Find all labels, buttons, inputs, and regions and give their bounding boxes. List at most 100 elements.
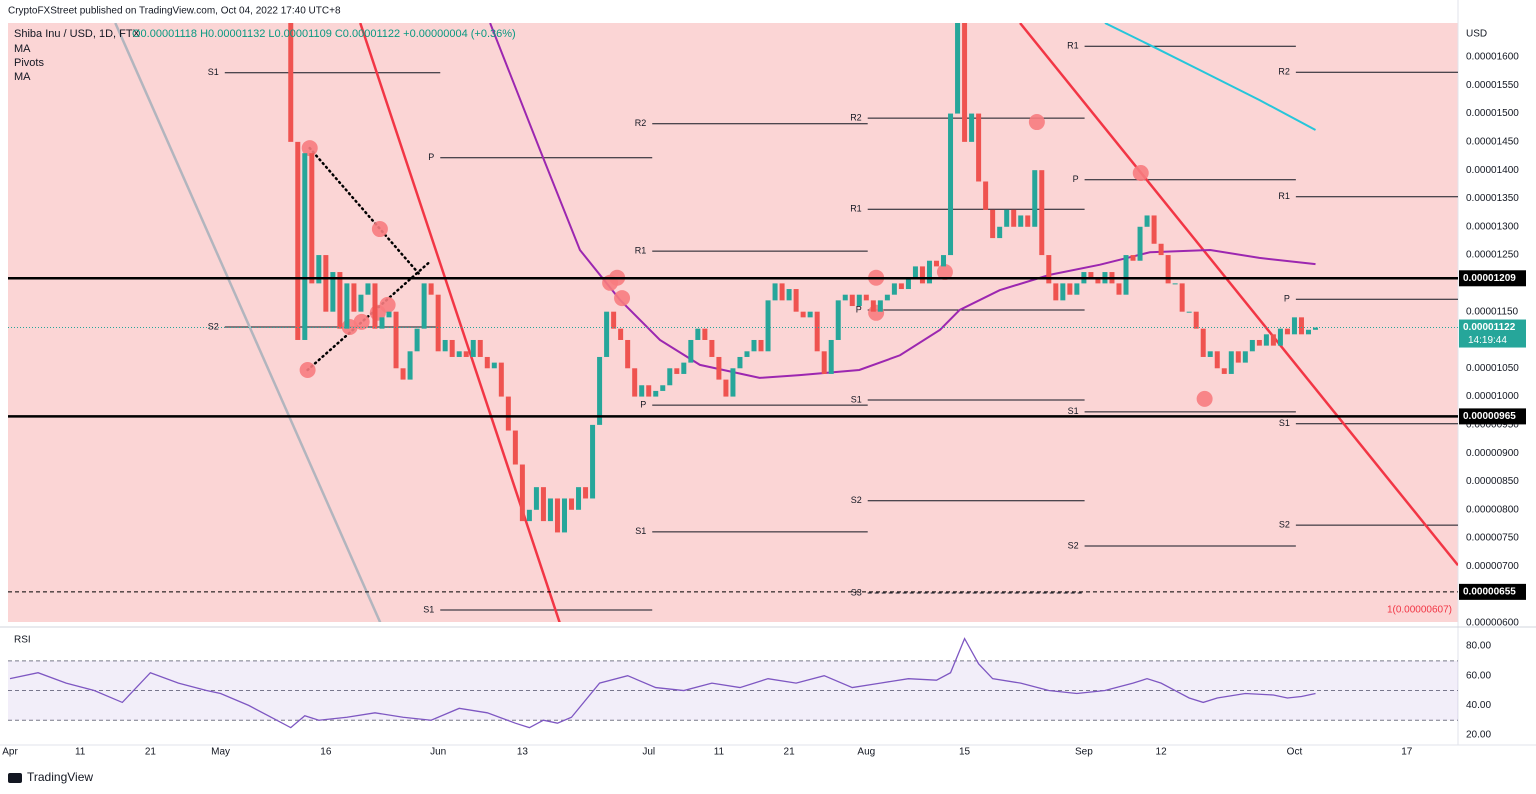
- candle: [1123, 255, 1129, 295]
- pivot-label: P: [1284, 294, 1290, 304]
- marker: [299, 361, 316, 378]
- candle: [519, 464, 525, 522]
- rsi-title: RSI: [14, 635, 31, 646]
- candle: [1046, 255, 1052, 284]
- x-tick-label: 11: [714, 747, 725, 758]
- candle: [723, 379, 729, 397]
- candle: [744, 351, 750, 357]
- dotted-line: [308, 146, 422, 277]
- candle: [393, 311, 399, 369]
- candle: [948, 113, 954, 256]
- y-tick-label: 0.00000750: [1466, 533, 1519, 544]
- y-tick-label: 0.00000900: [1466, 448, 1519, 459]
- candle: [337, 272, 343, 329]
- candle: [288, 23, 294, 142]
- y-tick-label: 0.00001000: [1466, 391, 1519, 402]
- candle: [400, 368, 406, 380]
- candle: [849, 294, 855, 307]
- candle: [660, 385, 666, 391]
- level-tag: [1459, 408, 1526, 425]
- pivot-label: S1: [423, 604, 434, 614]
- candle: [618, 328, 624, 340]
- legend-entry: MA: [14, 71, 31, 83]
- candle: [442, 339, 448, 352]
- candle: [547, 498, 553, 522]
- candle: [765, 300, 771, 352]
- x-tick-label: 12: [1156, 747, 1168, 758]
- candle: [1228, 351, 1234, 374]
- pivot-label: R2: [850, 112, 862, 122]
- logo: [8, 773, 22, 783]
- candle: [1025, 215, 1031, 227]
- y-tick-label: 0.00001250: [1466, 250, 1519, 261]
- candle: [1207, 351, 1213, 357]
- x-tick-label: Jun: [430, 747, 446, 758]
- candle: [835, 300, 841, 340]
- candle: [505, 396, 511, 431]
- candle: [807, 311, 813, 318]
- candle: [302, 153, 308, 340]
- candle: [533, 487, 539, 510]
- y-tick-label: 0.00001500: [1466, 108, 1519, 119]
- candle: [1116, 283, 1122, 295]
- fib-label: 1(0.00000607): [1387, 605, 1452, 616]
- pivot-label: P: [640, 399, 646, 409]
- candle: [1151, 215, 1157, 244]
- candle: [912, 266, 918, 278]
- x-tick-label: 16: [320, 747, 332, 758]
- candle: [1039, 170, 1045, 256]
- y-tick-label: 0.00001150: [1466, 306, 1519, 317]
- candle: [639, 385, 645, 397]
- candle: [491, 362, 497, 369]
- candle: [814, 311, 820, 352]
- candle: [477, 339, 483, 357]
- candle: [751, 339, 757, 352]
- ohlc: O0.00001118 H0.00001132 L0.00001109 C0.0…: [132, 28, 516, 40]
- pivot-label: S3: [851, 587, 862, 597]
- candle: [1305, 329, 1311, 335]
- candle: [969, 113, 975, 142]
- pivot-label: S1: [851, 394, 862, 404]
- y-tick-label: 0.00001300: [1466, 221, 1519, 232]
- candle: [498, 362, 504, 397]
- rsi-pane: [8, 637, 1458, 729]
- marker: [1196, 390, 1213, 407]
- candle: [316, 255, 322, 284]
- candle: [632, 368, 638, 397]
- pivot-label: R2: [1278, 67, 1290, 77]
- marker: [936, 264, 953, 281]
- candle: [990, 209, 996, 239]
- y-tick-label: 0.00001400: [1466, 165, 1519, 176]
- candle: [702, 328, 708, 340]
- pivot-label: S1: [1068, 406, 1079, 416]
- candle: [842, 294, 848, 301]
- countdown: 14:19:44: [1468, 335, 1507, 346]
- candle: [716, 356, 722, 380]
- candle: [1137, 226, 1143, 261]
- rsi-tick-label: 80.00: [1466, 641, 1491, 652]
- candle: [884, 294, 890, 301]
- pivot-label: S2: [208, 321, 219, 331]
- candle: [540, 487, 546, 522]
- candle: [358, 294, 364, 312]
- candle: [590, 424, 596, 499]
- candle: [421, 283, 427, 329]
- candle: [583, 487, 589, 499]
- candle: [688, 339, 694, 363]
- x-tick-label: Jul: [642, 747, 655, 758]
- x-tick-label: Apr: [2, 747, 18, 758]
- x-tick-label: 17: [1401, 747, 1413, 758]
- pivot-label: R1: [850, 204, 862, 214]
- candle: [737, 356, 743, 369]
- x-tick-label: May: [211, 747, 230, 758]
- candle: [526, 509, 532, 522]
- candle: [1130, 255, 1136, 261]
- y-tick-label: 0.00001050: [1466, 363, 1519, 374]
- candle: [730, 368, 736, 397]
- chart-title: Shiba Inu / USD, 1D, FTX: [14, 28, 141, 40]
- x-tick-label: 21: [145, 747, 157, 758]
- candle: [983, 181, 989, 210]
- candle: [449, 339, 455, 357]
- candle: [435, 294, 441, 352]
